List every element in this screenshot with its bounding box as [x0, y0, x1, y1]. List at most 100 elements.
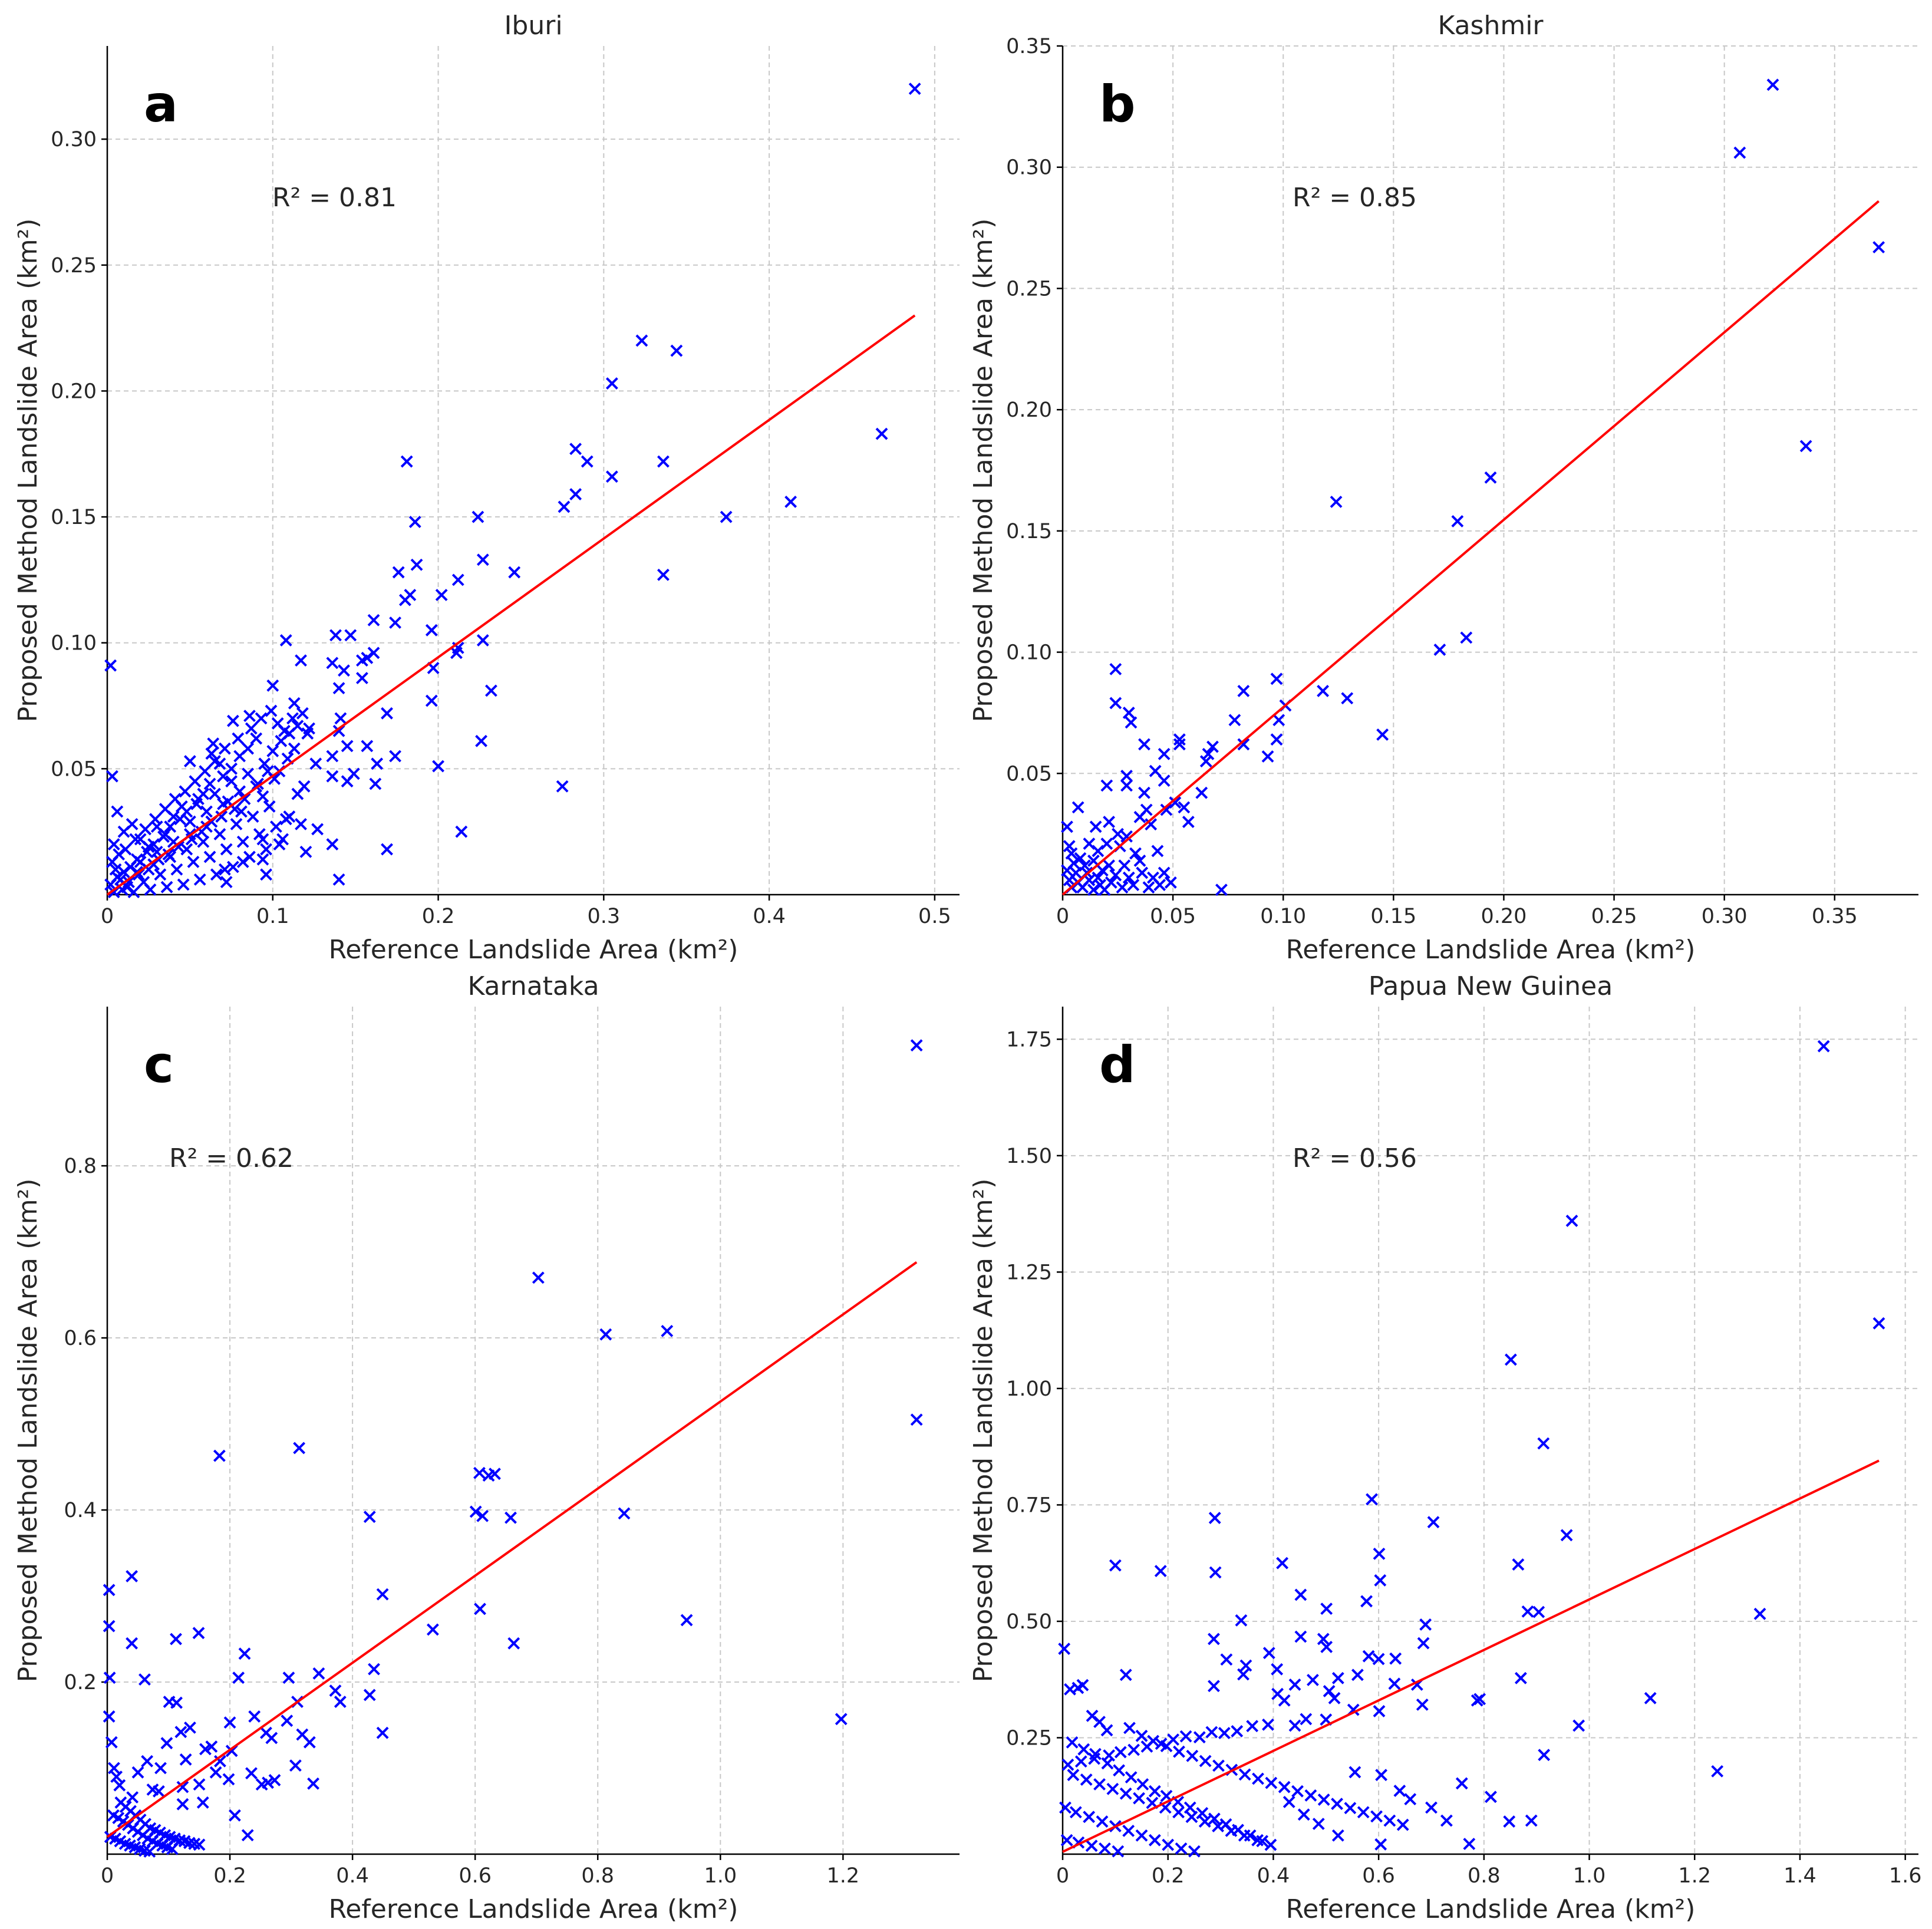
data-point — [164, 820, 177, 833]
data-point — [389, 616, 401, 629]
data-point — [1317, 1793, 1330, 1806]
data-point — [197, 835, 210, 848]
data-point — [1101, 1757, 1114, 1770]
data-point — [1320, 1640, 1333, 1653]
data-point — [332, 682, 345, 695]
data-point — [139, 1673, 151, 1686]
data-point — [389, 750, 401, 763]
y-tick-label: 0.4 — [64, 1499, 97, 1522]
data-point — [104, 878, 117, 891]
data-point — [1238, 1768, 1251, 1781]
data-point — [1320, 1602, 1333, 1615]
data-point — [1357, 1806, 1370, 1819]
y-tick-label: 1.50 — [1006, 1145, 1052, 1168]
data-point — [332, 873, 345, 886]
data-point — [176, 1780, 189, 1793]
data-point — [295, 817, 307, 830]
data-point — [262, 1776, 274, 1789]
panel-letter: c — [144, 1036, 174, 1094]
panel-letter: a — [144, 75, 178, 134]
data-point — [1182, 816, 1195, 828]
data-point — [141, 1755, 154, 1768]
data-point — [1119, 1787, 1132, 1800]
data-point — [1147, 1735, 1160, 1747]
data-point — [1265, 1776, 1278, 1789]
data-point — [1484, 471, 1497, 484]
data-point — [196, 1796, 209, 1809]
data-point — [268, 1774, 281, 1786]
data-point — [784, 495, 797, 508]
data-point — [326, 770, 339, 783]
data-point — [193, 1838, 206, 1851]
data-point — [1183, 1801, 1196, 1814]
data-point — [1331, 1798, 1343, 1811]
data-point — [1100, 1724, 1113, 1737]
regression-line — [1062, 1459, 1880, 1853]
data-point — [1312, 1818, 1325, 1831]
data-point — [225, 775, 238, 788]
data-point — [1237, 1668, 1249, 1681]
data-point — [1331, 1671, 1344, 1684]
data-point — [282, 1671, 295, 1684]
data-point — [1089, 1747, 1102, 1760]
data-point — [1135, 1729, 1148, 1742]
data-point — [1366, 1493, 1378, 1506]
data-point — [398, 593, 411, 606]
data-point — [1341, 692, 1354, 705]
data-point — [157, 830, 170, 843]
data-point — [474, 1602, 486, 1615]
data-point — [291, 720, 304, 733]
data-point — [143, 1845, 156, 1858]
data-point — [192, 1627, 205, 1640]
data-point — [1063, 840, 1076, 853]
data-point — [260, 868, 272, 881]
data-point — [1307, 1674, 1319, 1686]
y-tick-label: 0.25 — [1006, 277, 1052, 301]
x-tick-label: 0.15 — [1370, 905, 1416, 928]
data-point — [293, 1442, 306, 1455]
data-point — [1376, 728, 1389, 741]
data-point — [236, 835, 249, 848]
data-point — [103, 1710, 116, 1723]
data-point — [1074, 1755, 1087, 1768]
data-point — [1059, 1801, 1071, 1814]
data-point — [507, 1637, 520, 1650]
x-tick-label: 0 — [101, 905, 114, 928]
data-point — [381, 843, 393, 856]
data-point — [311, 823, 324, 836]
data-point — [1872, 241, 1885, 253]
data-point — [1173, 1745, 1185, 1758]
data-point — [312, 1667, 325, 1680]
data-point — [369, 777, 382, 790]
data-point — [1154, 1565, 1167, 1578]
data-point — [222, 1773, 235, 1786]
y-tick-label: 0.05 — [1006, 762, 1052, 786]
data-point — [154, 868, 167, 881]
data-point — [248, 1710, 261, 1723]
x-tick-label: 0.2 — [213, 1864, 246, 1888]
data-point — [1122, 1825, 1135, 1837]
data-point — [289, 1759, 302, 1772]
data-point — [189, 775, 202, 788]
data-point — [1383, 1814, 1396, 1827]
data-point — [129, 833, 142, 846]
panel-letter: b — [1099, 75, 1136, 134]
y-tick-label: 1.25 — [1006, 1261, 1052, 1284]
y-axis-label: Proposed Method Landslide Area (km²) — [13, 1179, 43, 1683]
data-point — [126, 1570, 139, 1582]
data-point — [1096, 1815, 1109, 1828]
data-point — [1119, 1668, 1132, 1681]
data-point — [1362, 1650, 1375, 1663]
data-point — [1122, 871, 1135, 884]
data-point — [220, 876, 233, 889]
panel-b: 0 0.05 0.10 0.15 0.20 0.25 0.30 0.35 0.05 0.10 0.1… — [968, 11, 1918, 965]
data-point — [253, 828, 266, 840]
data-point — [255, 712, 268, 725]
data-point — [1317, 684, 1330, 697]
data-point — [1328, 1691, 1341, 1704]
data-point — [193, 873, 206, 886]
data-point — [425, 694, 438, 707]
data-point — [508, 566, 521, 579]
data-point — [256, 853, 269, 866]
data-point — [476, 1509, 489, 1522]
